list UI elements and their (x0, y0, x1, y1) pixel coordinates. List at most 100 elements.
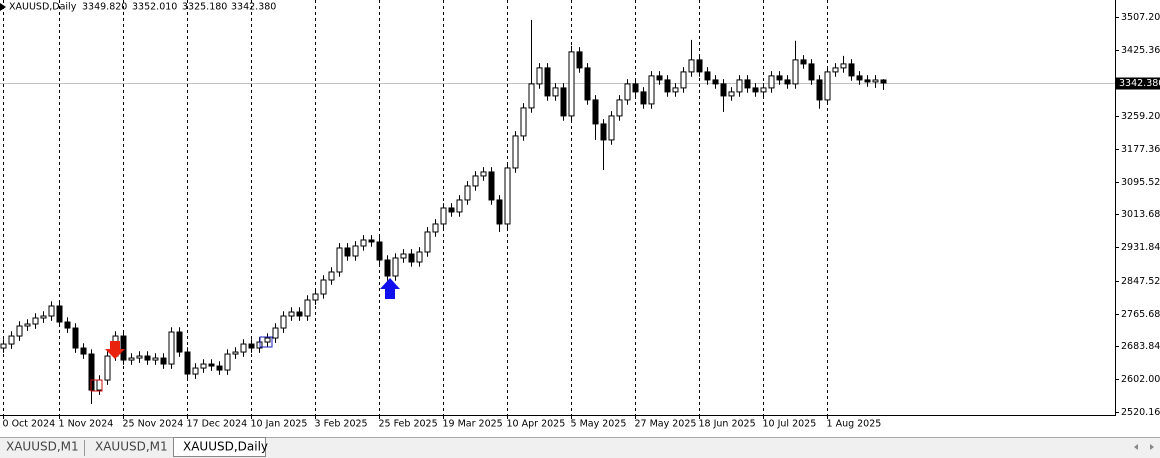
x-tick-label: 17 Dec 2024 (187, 419, 248, 430)
y-tick-label: 3013.680 (1121, 209, 1160, 220)
candle-body (880, 79, 887, 84)
tab-label[interactable]: XAUUSD,M1 (6, 440, 79, 454)
candle-body (136, 355, 143, 359)
x-tick-label: 10 Apr 2025 (507, 419, 566, 430)
candle-body (432, 223, 439, 233)
candle-body (272, 327, 279, 339)
candle-body (488, 171, 495, 201)
candle-body (792, 59, 799, 85)
candle-body (672, 87, 679, 93)
sell-box (90, 379, 103, 392)
candle-body (696, 59, 703, 73)
candle-body (832, 67, 839, 73)
x-tick-label: 10 Jan 2025 (251, 419, 308, 430)
candle-body (768, 75, 775, 89)
x-tick-label: 3 Feb 2025 (315, 419, 368, 430)
candle-body (224, 353, 231, 371)
candle-body (544, 67, 551, 97)
candle-body (40, 315, 47, 319)
candle-body (208, 363, 215, 367)
candle-body (656, 75, 663, 81)
buy-arrow (380, 278, 400, 299)
x-tick-label: 0 Oct 2024 (3, 419, 56, 430)
y-tick-label: 2847.520 (1121, 276, 1160, 287)
header-high: 3352.010 (132, 2, 177, 13)
tab[interactable]: XAUUSD,M1 (95, 440, 168, 454)
candle-body (48, 305, 55, 317)
candle-body (560, 87, 567, 117)
candle-body (152, 357, 159, 361)
candle-body (624, 83, 631, 101)
candle-body (80, 347, 87, 355)
candle-body (216, 365, 223, 371)
candle-body (376, 241, 383, 261)
candle-body (408, 253, 415, 263)
tab-label[interactable]: XAUUSD,M1 (95, 440, 168, 454)
candle-body (352, 245, 359, 257)
y-tick-label: 2602.000 (1121, 374, 1160, 385)
candle-body (160, 357, 167, 365)
candle-body (472, 175, 479, 187)
candle-body (856, 75, 863, 81)
candle-body (96, 379, 103, 391)
candle-body (104, 355, 111, 381)
candle-body (24, 323, 31, 327)
candle-body (720, 83, 727, 97)
candle-body (824, 71, 831, 101)
candle-body (872, 79, 879, 83)
candle-body (440, 207, 447, 225)
candle-body (864, 79, 871, 83)
candle-body (344, 247, 351, 257)
x-tick-label: 25 Nov 2024 (123, 419, 184, 430)
candle-body (576, 51, 583, 69)
x-tick-label: 1 Aug 2025 (827, 419, 882, 430)
candle-body (688, 59, 695, 73)
candle-body (568, 51, 575, 117)
tab-bar (0, 437, 1160, 458)
candle-body (392, 257, 399, 277)
candle-body (368, 239, 375, 243)
candle-body (400, 253, 407, 259)
y-tick-label: 2683.840 (1121, 341, 1160, 352)
candle-body (0, 343, 7, 349)
x-tick-label: 18 Jun 2025 (699, 419, 756, 430)
candle-body (520, 107, 527, 137)
candle-body (304, 299, 311, 317)
candle-body (784, 79, 791, 85)
candle-body (128, 357, 135, 361)
candle-body (120, 335, 127, 361)
candle-body (320, 279, 327, 295)
candle-body (504, 167, 511, 225)
candle-body (456, 199, 463, 213)
candle-body (280, 315, 287, 329)
x-tick-label: 1 Nov 2024 (59, 419, 114, 430)
tab[interactable]: XAUUSD,M1 (6, 440, 79, 454)
tab-active[interactable]: XAUUSD,Daily (173, 437, 269, 457)
candle-body (632, 83, 639, 93)
tick-layer: 3507.200 3425.360 3259.200 3177.360 3095.520… (3, 12, 1160, 430)
x-tick-label: 10 Jul 2025 (763, 419, 817, 430)
candle-body (680, 71, 687, 89)
candle-body (800, 59, 807, 65)
candle-body (8, 335, 15, 345)
x-tick-label: 27 May 2025 (635, 419, 697, 430)
candle-body (760, 87, 767, 93)
scroll-right[interactable] (1150, 444, 1154, 450)
candle-body (584, 67, 591, 101)
buy-box (259, 336, 273, 348)
header-marker (0, 3, 6, 11)
header-open: 3349.820 (82, 2, 127, 13)
candle-body (496, 199, 503, 225)
scroll-left[interactable] (1134, 444, 1138, 450)
x-tick-label: 25 Feb 2025 (379, 419, 438, 430)
candle-body (144, 355, 151, 361)
tab-active-background[interactable] (173, 437, 266, 457)
candle-body (752, 87, 759, 93)
candle-body (296, 311, 303, 317)
candle-body (848, 63, 855, 77)
candle-body (336, 247, 343, 273)
tab-label[interactable]: XAUUSD,Daily (183, 440, 268, 454)
candle-body (192, 367, 199, 375)
candle-body (248, 343, 255, 349)
